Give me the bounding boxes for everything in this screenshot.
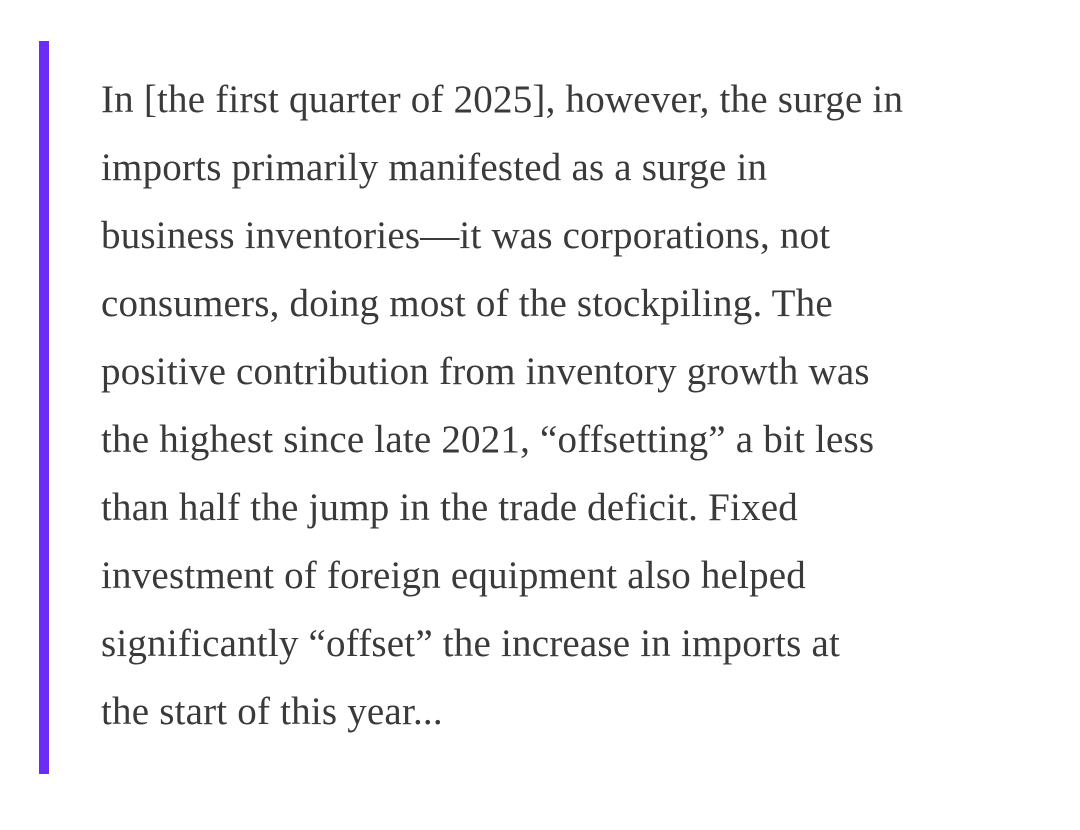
blockquote-line: than half the jump in the trade deficit.… (101, 486, 798, 529)
blockquote-text: In [the first quarter of 2025], however,… (101, 66, 1061, 746)
blockquote-line: positive contribution from inventory gro… (101, 350, 870, 393)
blockquote: In [the first quarter of 2025], however,… (39, 41, 1049, 774)
blockquote-line: investment of foreign equipment also hel… (101, 554, 807, 597)
blockquote-line: significantly “offset” the increase in i… (101, 622, 841, 665)
blockquote-line: consumers, doing most of the stockpiling… (101, 282, 833, 325)
blockquote-line: business inventories—it was corporations… (101, 214, 831, 257)
blockquote-line: the start of this year... (101, 690, 443, 733)
blockquote-line: imports primarily manifested as a surge … (101, 146, 768, 189)
blockquote-line: the highest since late 2021, “offsetting… (101, 418, 875, 461)
blockquote-accent-bar (39, 41, 49, 774)
blockquote-line: In [the first quarter of 2025], however,… (101, 78, 904, 121)
